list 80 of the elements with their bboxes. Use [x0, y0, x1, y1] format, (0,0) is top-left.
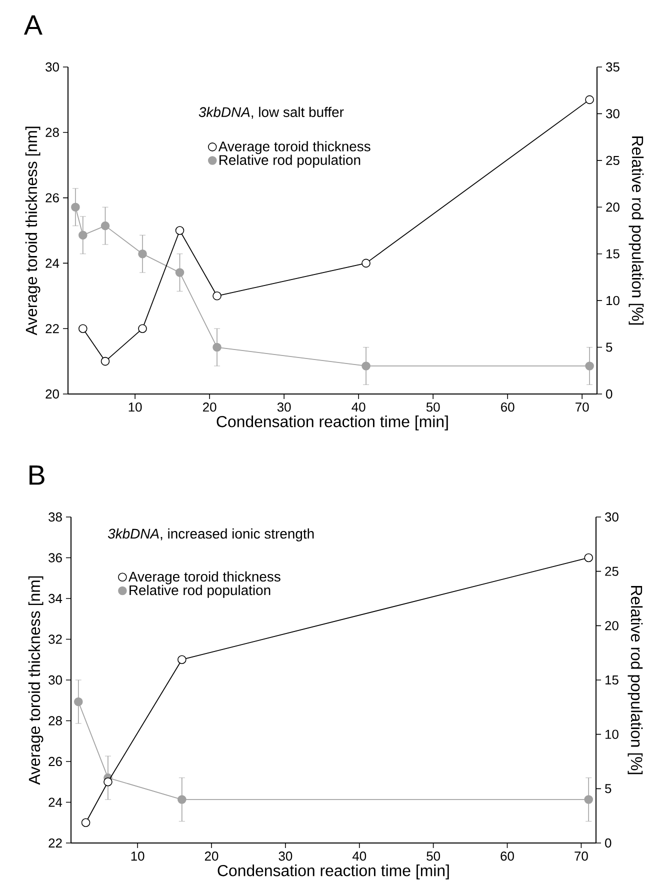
y-tick-label: 30: [46, 62, 59, 72]
x-tick-label: 70: [574, 852, 588, 861]
annotation: 3kbDNA, increased ionic strength: [108, 528, 314, 542]
point: [78, 230, 88, 240]
y-tick-label: 26: [48, 756, 62, 766]
y2-tick-label: 20: [606, 202, 620, 212]
y2-tick-label: 10: [606, 730, 618, 739]
y2-tick-label: 35: [606, 62, 620, 72]
x-tick-label: 40: [352, 402, 366, 412]
y-tick-label: 28: [46, 128, 59, 137]
point: [138, 324, 147, 333]
y2-axis-title: Relative rod population [%]: [628, 586, 643, 774]
point: [104, 777, 112, 786]
y-tick-label: 20: [46, 389, 59, 399]
x-tick-label: 10: [128, 402, 142, 412]
y2-tick-label: 0: [605, 838, 612, 848]
point: [178, 655, 186, 664]
point: [100, 221, 110, 230]
x-tick-label: 20: [203, 402, 216, 412]
point: [175, 268, 184, 277]
point: [100, 356, 110, 366]
y-tick-label: 22: [46, 324, 59, 334]
y-tick-label: 28: [48, 716, 62, 726]
y-axis-title: Average toroid thickness [nm]: [25, 126, 40, 336]
x-axis-title: Condensation reaction time [min]: [218, 864, 449, 880]
point: [71, 202, 80, 212]
point: [212, 342, 222, 352]
point: [78, 324, 88, 333]
x-tick-label: 70: [576, 402, 589, 412]
point: [584, 553, 594, 562]
point: [585, 95, 594, 104]
y2-tick-label: 25: [605, 566, 618, 576]
x-tick-label: 60: [501, 402, 514, 412]
x-tick-label: 50: [426, 402, 440, 412]
chart-title: A: [24, 15, 42, 35]
y2-tick-label: 5: [606, 342, 612, 352]
y2-tick-label: 0: [606, 389, 612, 399]
legend-label: Average toroid thickness: [128, 571, 280, 584]
point: [584, 795, 594, 804]
point: [212, 291, 222, 300]
legend-label: Relative rod population: [220, 154, 360, 168]
point: [362, 362, 370, 370]
y2-tick-label: 10: [606, 296, 620, 306]
point: [585, 362, 594, 370]
x-tick-label: 20: [204, 852, 218, 861]
y2-tick-label: 5: [605, 784, 612, 794]
legend-label: Average toroid thickness: [218, 141, 370, 154]
point: [178, 795, 186, 804]
y2-tick-label: 25: [606, 156, 620, 166]
point: [362, 258, 370, 268]
y-axis-title: Average toroid thickness [nm]: [28, 576, 44, 785]
point: [175, 226, 184, 235]
x-axis-title: Condensation reaction time [min]: [216, 416, 448, 430]
x-tick-label: 50: [426, 852, 440, 861]
point: [81, 818, 90, 828]
y2-tick-label: 20: [605, 621, 618, 630]
y-tick-label: 38: [48, 512, 62, 522]
y-tick-label: 32: [48, 634, 62, 644]
y-tick-label: 22: [48, 838, 62, 848]
legend-label: Relative rod population: [130, 584, 270, 598]
annotation: 3kbDNA, low salt buffer: [198, 106, 344, 119]
x-tick-label: 40: [352, 852, 366, 861]
y2-axis-title: Relative rod population [%]: [628, 136, 644, 325]
x-tick-label: 30: [277, 402, 291, 412]
point: [74, 697, 83, 706]
y2-tick-label: 15: [606, 675, 618, 685]
y-tick-label: 24: [46, 258, 60, 268]
y2-tick-label: 30: [605, 512, 618, 522]
point: [138, 249, 147, 258]
chart-title: B: [30, 465, 44, 485]
y-tick-label: 34: [48, 594, 62, 604]
x-tick-label: 30: [278, 852, 292, 861]
x-tick-label: 10: [131, 852, 144, 861]
y-tick-label: 24: [48, 798, 62, 807]
y2-tick-label: 15: [606, 249, 620, 258]
x-tick-label: 60: [500, 852, 514, 861]
y-tick-label: 26: [46, 193, 59, 202]
y-tick-label: 30: [48, 675, 62, 685]
y-tick-label: 36: [48, 553, 62, 562]
y2-tick-label: 30: [606, 109, 620, 118]
